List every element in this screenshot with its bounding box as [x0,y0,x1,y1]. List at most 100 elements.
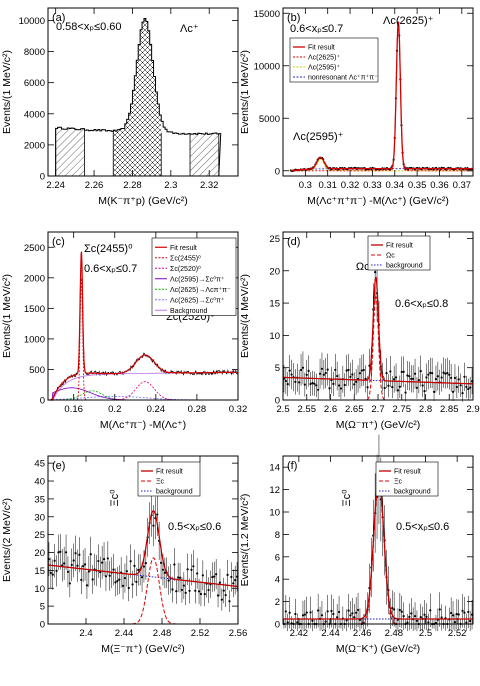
legend-d-box [367,235,431,271]
panel-label-b: (b) [287,12,300,24]
fit-curve-d [283,276,473,385]
x-tick-label-b: 0.32 [341,180,360,191]
data-f-point [317,609,320,612]
data-d-point [320,367,324,370]
data-e-point [123,576,127,580]
data-d-point [408,375,411,378]
data-e-point [234,579,237,582]
data-d-point [284,379,287,383]
data-e-point [203,592,206,596]
legend-c-entry: Λᴄ(2625)→Σᴄ⁰π⁺ [170,296,225,304]
x-tick-label-d: 2.85 [440,404,459,415]
y-tick-label-e: 0 [40,620,45,631]
y-tick-label-e: 20 [34,548,45,559]
y-tick-label-c: 2000 [24,273,45,284]
data-f-point [423,613,426,616]
x-axis-label-b: M(Λᴄ⁺π⁺π⁻) -M(Λᴄ⁺) (GeV/c²) [307,195,449,207]
x-tick-label-d: 2.75 [393,404,412,415]
data-d-point [345,369,348,372]
data-e-point [215,573,218,576]
data-e-point [171,588,174,591]
data-d-point [455,385,458,389]
data-e-point [167,579,170,582]
data-f-point [294,612,297,616]
data-d-point [469,386,472,389]
data-f-point [438,608,441,611]
data-d-point [358,372,362,375]
data-d-point [434,377,438,381]
kinematic-range-label: 0.58<xₚ≤0.60 [56,21,122,33]
data-e-point [230,575,233,579]
data-d-point [343,383,346,387]
y-tick-label-d: 10 [269,331,280,342]
legend-c-entry: Σᴄ(2520)⁰ [170,265,201,273]
data-d-point [463,375,466,378]
legend-f-entry: background [394,489,431,496]
data-f-point [326,610,329,613]
data-e-point [87,570,90,573]
panel-label-c: (c) [52,236,65,248]
data-f-point [469,619,472,623]
data-e-point [184,591,187,594]
data-e-point [72,559,75,562]
data-e-point [53,559,56,562]
data-e-point [131,583,134,586]
data-d-point [374,270,377,274]
data-d-point [415,386,419,389]
y-tick-label-f: 8 [275,530,280,541]
data-e-point [82,565,85,568]
data-d-point [351,373,354,376]
data-f-point [286,621,289,624]
data-d-point [442,371,445,374]
y-axis-label-a: Events/(1 MeV/c²) [1,50,13,134]
data-d-point [349,375,352,378]
x-axis-label-a: M(K⁻π⁺p) (GeV/c²) [98,195,188,207]
legend-f-box [375,461,439,497]
data-d-point [389,370,392,373]
particle-label-2625: Λᴄ(2625)⁺ [383,15,434,27]
data-d-point [339,387,343,390]
y-tick-label-b: 0 [275,166,280,177]
data-d-point [290,373,293,376]
particle-label-e: Ξᴄ⁰ [109,489,121,507]
data-f-point [453,621,457,624]
y-tick-label-e: 40 [34,477,45,488]
panel-b: 0.3 0.31 0.32 0.33 0.34 0.35 0.36 0.37 0 5000 1000… [239,7,474,207]
data-e-point [106,557,109,560]
data-e-point [199,592,203,596]
data-f-point [410,612,413,615]
data-d-point [391,385,394,389]
particle-label-2595: Λᴄ(2595)⁺ [293,131,344,143]
y-tick-label-b: 5000 [259,114,280,125]
x-tick-label-a: 2.28 [123,180,142,191]
kinematic-range-label: 0.6<xₚ≤0.7 [84,263,137,275]
y-tick-label-a: 4000 [24,109,45,120]
data-f-point [301,614,305,617]
data-d-point [393,378,396,381]
x-axis-label-f: M(Ω⁻K⁺) (GeV/c²) [336,643,420,655]
data-f-point [413,614,417,618]
fit-curve-f [283,478,473,620]
x-tick-label-f: 2.46 [353,628,372,639]
y-tick-label-f: 14 [269,463,280,474]
data-d-point [404,391,407,394]
data-e-point [222,589,225,592]
data-f-point [434,621,438,625]
plot-frame-c [47,231,239,401]
x-tick-label-e: 2.56 [229,628,248,639]
x-tick-label-f: 2.5 [419,628,432,639]
data-e-point [63,562,66,565]
data-d-point [421,384,424,387]
legend-c-entry: Background [170,308,207,315]
particle-label-2455: Σᴄ(2455)⁰ [84,243,133,255]
x-tick-label-d: 2.8 [419,404,432,415]
data-f-point [305,611,308,614]
data-e-point [190,568,193,571]
data-d-point [313,382,316,385]
data-f-point [324,620,327,623]
x-tick-label-a: 2.26 [85,180,104,191]
data-d-point [412,377,415,380]
x-tick-label-c: 0.2 [108,404,121,415]
data-d-point [413,372,417,375]
